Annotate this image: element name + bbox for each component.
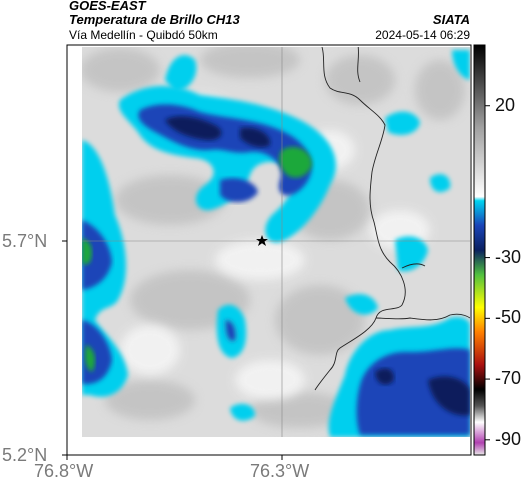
star-icon — [256, 235, 268, 246]
colorbar — [473, 44, 486, 456]
colorbar-tick-label: -90 — [495, 428, 522, 449]
map-frame — [66, 44, 472, 456]
colorbar-tick-label: -30 — [495, 246, 522, 267]
datetime-label: 2024-05-14 06:29 — [375, 28, 470, 42]
x-tick-label-76-3w: 76.3°W — [250, 461, 310, 481]
cloud-system-southeast — [328, 317, 470, 437]
cloud-system-north — [119, 55, 336, 243]
satellite-title: GOES-EAST — [69, 0, 146, 13]
product-title: Temperatura de Brillo CH13 — [69, 12, 240, 27]
crosshair — [82, 47, 470, 437]
y-tick-label-5-2n: 5.2°N — [2, 445, 48, 465]
cloud-cells-scattered — [216, 50, 470, 421]
x-tick-label-76-8w: 76.8°W — [34, 461, 94, 481]
y-tick-label-5-7n: 5.7°N — [2, 231, 48, 251]
political-borders — [314, 47, 470, 391]
colorbar-tick-label: -70 — [495, 368, 522, 389]
brand-label: SIATA — [432, 12, 470, 27]
colorbar-tick-label: -50 — [495, 307, 522, 328]
region-subtitle: Vía Medellín - Quibdó 50km — [69, 28, 218, 42]
cloud-system-west — [82, 140, 128, 397]
colorbar-tick-label: 20 — [495, 94, 516, 115]
